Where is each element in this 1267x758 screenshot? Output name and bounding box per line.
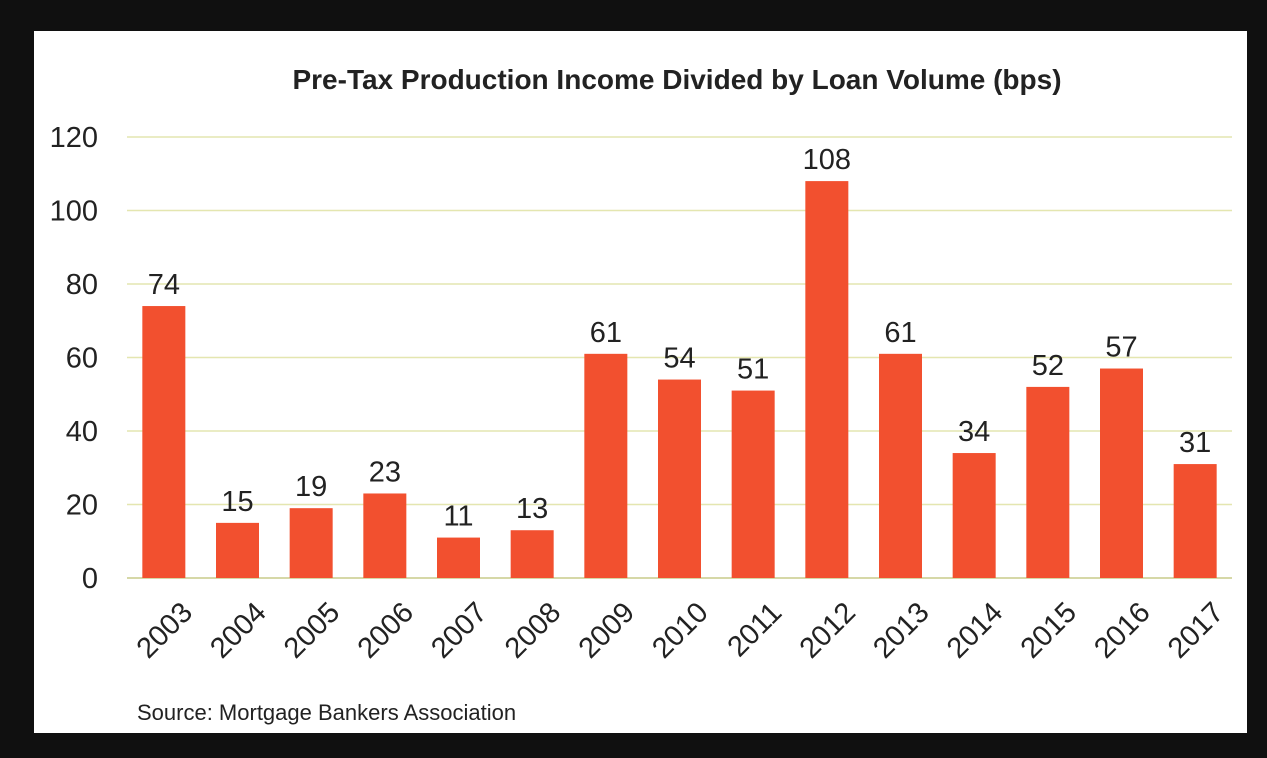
x-tick-label: 2008 xyxy=(499,596,567,664)
source-note: Source: Mortgage Bankers Association xyxy=(137,700,516,725)
x-tick-label: 2010 xyxy=(646,596,714,664)
bar-2004 xyxy=(216,522,259,578)
bar-2006 xyxy=(363,493,407,578)
value-label: 11 xyxy=(443,501,473,533)
bar-2016 xyxy=(1100,368,1143,578)
bar-2008 xyxy=(510,530,554,578)
value-label: 15 xyxy=(221,486,253,518)
bar-2007 xyxy=(437,537,480,578)
value-label: 31 xyxy=(1179,427,1211,459)
y-axis-ticks: 0 20 40 60 80 100 120 xyxy=(50,122,98,595)
x-tick-label: 2013 xyxy=(867,596,935,664)
x-tick-label: 2014 xyxy=(941,596,1009,664)
bar-2011 xyxy=(731,390,775,578)
y-tick-label: 40 xyxy=(66,416,98,448)
bar-2005 xyxy=(289,508,333,578)
y-tick-label: 100 xyxy=(50,196,98,228)
chart-panel xyxy=(34,31,1247,733)
x-tick-label: 2011 xyxy=(722,596,789,663)
x-tick-label: 2015 xyxy=(1015,596,1083,664)
value-label: 52 xyxy=(1032,350,1064,382)
bar-2003 xyxy=(142,306,186,578)
bar-2010 xyxy=(658,379,701,578)
value-label: 19 xyxy=(295,471,327,503)
x-tick-label: 2006 xyxy=(352,596,420,664)
x-tick-label: 2003 xyxy=(131,596,199,664)
bar-2017 xyxy=(1173,464,1217,578)
value-label: 51 xyxy=(737,354,769,386)
value-labels: 74 15 19 23 11 13 61 54 51 108 61 34 52 57 31 xyxy=(148,144,1212,532)
y-tick-label: 0 xyxy=(82,563,98,595)
value-label: 34 xyxy=(958,416,990,448)
x-tick-label: 2007 xyxy=(425,596,493,664)
x-tick-label: 2009 xyxy=(573,596,641,664)
x-tick-label: 2012 xyxy=(794,596,862,664)
value-label: 54 xyxy=(663,343,695,375)
bars xyxy=(142,181,1217,578)
x-tick-label: 2005 xyxy=(278,596,346,664)
y-tick-label: 80 xyxy=(66,269,98,301)
bar-2014 xyxy=(952,453,996,578)
value-label: 74 xyxy=(148,269,180,301)
value-label: 13 xyxy=(516,493,548,525)
y-tick-label: 120 xyxy=(50,122,98,154)
x-tick-label: 2004 xyxy=(204,596,272,664)
value-label: 23 xyxy=(369,456,401,488)
category-labels: 2003 2004 2005 2006 2007 2008 2009 2010 2011 2012… xyxy=(131,596,1231,664)
value-label: 61 xyxy=(884,317,916,349)
value-label: 61 xyxy=(590,317,622,349)
bar-2015 xyxy=(1026,386,1070,578)
y-tick-label: 60 xyxy=(66,343,98,375)
x-tick-label: 2017 xyxy=(1162,596,1230,664)
x-tick-label: 2016 xyxy=(1088,596,1156,664)
y-tick-label: 20 xyxy=(66,490,98,522)
bar-2012 xyxy=(805,181,849,578)
chart-title: Pre-Tax Production Income Divided by Loa… xyxy=(292,64,1061,95)
value-label: 108 xyxy=(803,144,851,176)
bar-2009 xyxy=(584,353,628,578)
bar-2013 xyxy=(879,353,922,578)
value-label: 57 xyxy=(1105,332,1137,364)
